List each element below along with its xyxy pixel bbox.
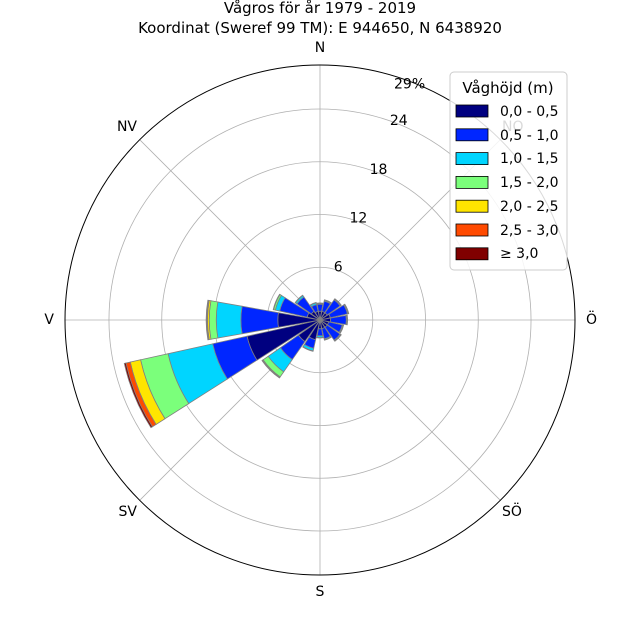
legend-swatch [455, 247, 489, 261]
legend-entry-label: 2,5 - 3,0 [500, 223, 558, 239]
legend-swatch [455, 175, 489, 189]
chart-subtitle: Koordinat (Sweref 99 TM): E 944650, N 64… [138, 19, 502, 37]
rose-bar-segment [215, 301, 243, 339]
legend-entry-label: 1,0 - 1,5 [500, 151, 558, 167]
legend-title: Våghöjd (m) [462, 79, 553, 97]
legend-swatch [455, 152, 489, 166]
legend-swatch [455, 223, 489, 237]
dir-label-so: SÖ [502, 502, 522, 520]
dir-label-o: Ö [586, 310, 597, 328]
rose-bar-segment [334, 334, 342, 342]
rose-bar-segment [339, 324, 345, 334]
legend-entry-label: 0,5 - 1,0 [500, 128, 558, 144]
rose-bar-segment [316, 302, 324, 305]
radial-tick-label: 18 [370, 162, 388, 178]
rose-bar-segment [294, 294, 304, 304]
polar-grid [65, 65, 575, 575]
legend-swatch [455, 104, 489, 118]
legend-entry-label: 0,0 - 0,5 [500, 104, 558, 120]
rose-bar-segment [208, 300, 219, 340]
legend-swatch [455, 128, 489, 142]
grid-spoke [139, 139, 321, 321]
rose-bar-segment [123, 362, 153, 429]
rose-bar-segment [316, 336, 324, 339]
legend: Våghöjd (m) 0,0 - 0,5 0,5 - 1,0 1,0 - 1,… [449, 71, 568, 271]
rose-bar-segment [346, 314, 349, 326]
rose-bars [123, 293, 350, 429]
radial-tick-labels: 6 12 18 24 29% [334, 76, 425, 275]
legend-box [449, 71, 568, 271]
dir-label-s: S [316, 584, 325, 600]
rose-bar-segment [323, 336, 332, 341]
dir-label-n: N [315, 40, 325, 56]
rose-bar-segment [334, 298, 342, 306]
dir-label-sv: SV [119, 504, 138, 520]
dir-label-nv: NV [117, 119, 137, 135]
legend-entry-label: 2,0 - 2,5 [500, 199, 558, 215]
rose-bar-segment [343, 303, 350, 315]
rose-bar-segment [302, 346, 314, 352]
grid-spoke [319, 319, 501, 501]
rose-bar-segment [323, 299, 332, 304]
legend-entry-label: ≥ 3,0 [500, 246, 538, 262]
radial-tick-label: 29% [394, 76, 425, 92]
rose-bar-segment [272, 293, 281, 311]
radial-tick-label: 12 [349, 211, 367, 227]
legend-swatch [455, 199, 489, 213]
rose-bar-segment [261, 359, 281, 379]
legend-entry-label: 1,5 - 2,0 [500, 175, 558, 191]
rose-bar-segment [309, 301, 317, 306]
radial-tick-label: 24 [390, 113, 408, 129]
chart-title: Vågros för år 1979 - 2019 [224, 0, 416, 17]
rose-bar-segment [205, 299, 209, 341]
dir-label-v: V [44, 312, 54, 328]
radial-tick-label: 6 [334, 259, 343, 275]
plot-outline [64, 64, 576, 576]
